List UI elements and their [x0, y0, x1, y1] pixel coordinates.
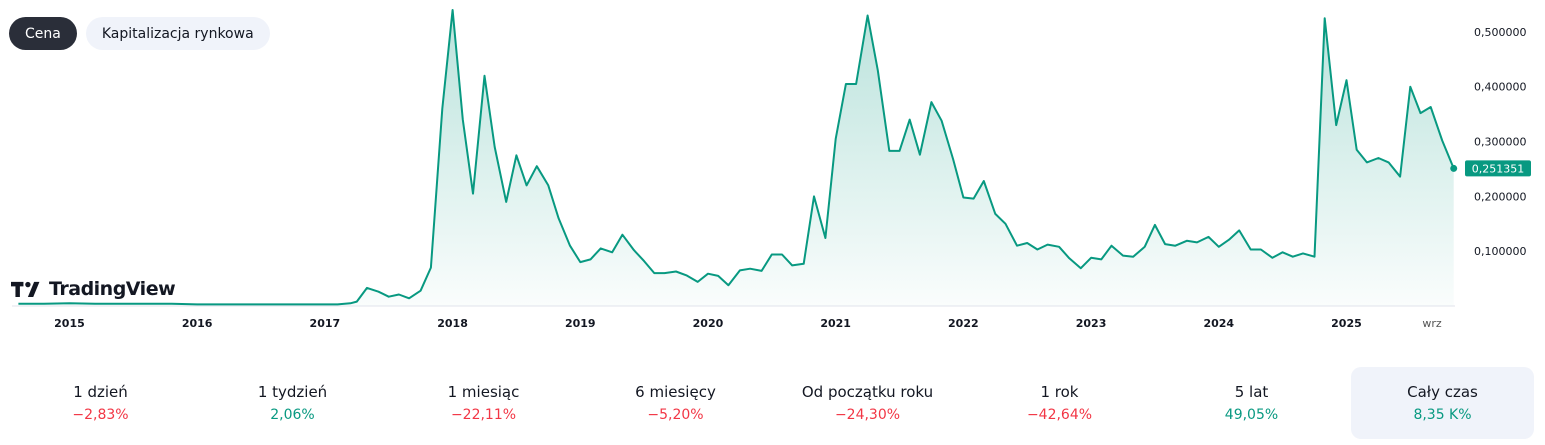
x-tick-label: 2025: [1331, 317, 1362, 330]
period-1-month[interactable]: 1 miesiąc −22,11%: [392, 367, 575, 439]
y-tick-label: 0,400000: [1474, 81, 1527, 94]
current-price-label: 0,251351: [1472, 162, 1525, 175]
tab-market-cap[interactable]: Kapitalizacja rynkowa: [85, 17, 270, 50]
performance-periods: 1 dzień −2,83% 1 tydzień 2,06% 1 miesiąc…: [0, 367, 1545, 439]
period-label: 1 miesiąc: [447, 383, 520, 401]
period-5-years[interactable]: 5 lat 49,05%: [1160, 367, 1343, 439]
period-label: Cały czas: [1407, 383, 1478, 401]
period-6-months[interactable]: 6 miesięcy −5,20%: [584, 367, 767, 439]
last-price-dot: [1450, 164, 1458, 172]
period-1-year[interactable]: 1 rok −42,64%: [968, 367, 1151, 439]
x-tick-label: 2020: [693, 317, 724, 330]
period-change: −24,30%: [834, 407, 901, 423]
y-tick-label: 0,200000: [1474, 190, 1527, 203]
x-tick-label: 2016: [182, 317, 213, 330]
period-change: 2,06%: [270, 407, 315, 423]
x-axis: 2015 2016 2017 2018 2019 2020 2021 2022 2023 2024…: [54, 317, 1442, 330]
x-tick-label: 2017: [310, 317, 341, 330]
x-tick-label: wrz: [1422, 317, 1442, 330]
price-chart[interactable]: 2015 2016 2017 2018 2019 2020 2021 2022 2023 2024…: [0, 0, 1545, 345]
period-all-time[interactable]: Cały czas 8,35 K%: [1351, 367, 1534, 439]
x-tick-label: 2023: [1076, 317, 1107, 330]
period-change: −2,83%: [72, 407, 129, 423]
x-tick-label: 2021: [820, 317, 851, 330]
period-label: Od początku roku: [801, 383, 934, 401]
period-label: 1 tydzień: [257, 383, 328, 401]
period-ytd[interactable]: Od początku roku −24,30%: [776, 367, 959, 439]
price-line: [18, 9, 1455, 306]
period-label: 5 lat: [1234, 383, 1269, 401]
x-tick-label: 2018: [437, 317, 468, 330]
period-1-day[interactable]: 1 dzień −2,83%: [9, 367, 192, 439]
current-price-badge: 0,251351: [1465, 160, 1531, 177]
period-change: −22,11%: [450, 407, 517, 423]
y-tick-label: 0,100000: [1474, 245, 1527, 258]
tradingview-logo-icon: [11, 281, 40, 297]
period-change: 8,35 K%: [1413, 407, 1472, 423]
y-tick-label: 0,500000: [1474, 26, 1527, 39]
x-tick-label: 2024: [1203, 317, 1234, 330]
x-tick-label: 2019: [565, 317, 596, 330]
period-label: 1 rok: [1040, 383, 1079, 401]
period-1-week[interactable]: 1 tydzień 2,06%: [201, 367, 384, 439]
tradingview-logo[interactable]: TradingView: [11, 278, 176, 300]
y-axis: 0,100000 0,200000 0,300000 0,400000 0,500000: [1474, 26, 1527, 258]
chart-mode-tabs: Cena Kapitalizacja rynkowa: [9, 17, 270, 50]
tab-price[interactable]: Cena: [9, 17, 77, 50]
period-label: 1 dzień: [73, 383, 128, 401]
period-change: −42,64%: [1026, 407, 1093, 423]
tradingview-wordmark: TradingView: [49, 278, 176, 300]
price-area-fill: [18, 10, 1454, 306]
y-tick-label: 0,300000: [1474, 136, 1527, 149]
period-change: 49,05%: [1224, 407, 1279, 423]
x-tick-label: 2015: [54, 317, 85, 330]
period-label: 6 miesięcy: [635, 383, 716, 401]
x-tick-label: 2022: [948, 317, 979, 330]
period-change: −5,20%: [647, 407, 704, 423]
